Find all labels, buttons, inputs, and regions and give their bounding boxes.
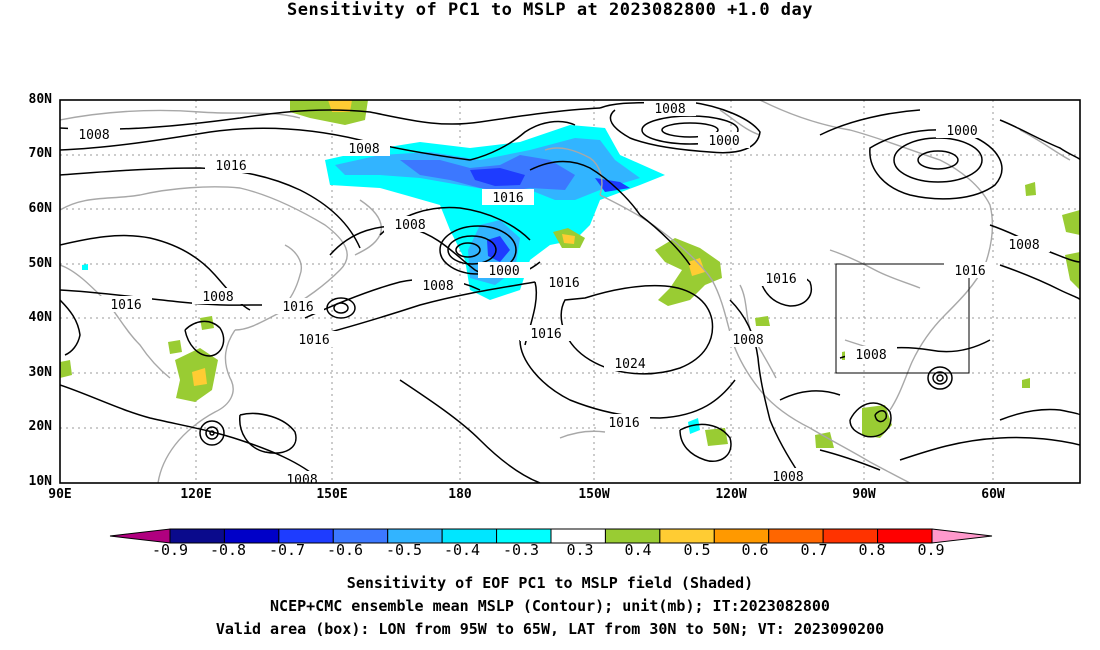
colorbar-label: -0.9 bbox=[151, 541, 189, 559]
contour-label-group: 1008 1008 1016 1000 1000 1016 1008 1000 … bbox=[68, 100, 1050, 488]
colorbar-label: 0.4 bbox=[624, 541, 652, 559]
colorbar-label: -0.3 bbox=[502, 541, 540, 559]
mslp-contours bbox=[60, 101, 1080, 483]
contour-label: 1000 bbox=[488, 264, 519, 279]
lat-label-60n: 60N bbox=[28, 201, 52, 216]
lat-label-50n: 50N bbox=[28, 256, 52, 271]
contour-label: 1016 bbox=[954, 264, 985, 279]
lon-label-90e: 90E bbox=[48, 487, 72, 502]
caption-line-1: Sensitivity of EOF PC1 to MSLP field (Sh… bbox=[346, 574, 754, 592]
contour-label: 1008 bbox=[422, 279, 453, 294]
contour-label: 1016 bbox=[765, 272, 796, 287]
contour-label: 1016 bbox=[608, 416, 639, 431]
contour-label: 1008 bbox=[394, 218, 425, 233]
map-title: Sensitivity of PC1 to MSLP at 2023082800… bbox=[286, 0, 813, 20]
contour-label: 1008 bbox=[654, 102, 685, 117]
lat-label-30n: 30N bbox=[28, 365, 52, 380]
contour-label: 1008 bbox=[1008, 238, 1039, 253]
contour-label: 1016 bbox=[548, 276, 579, 291]
colorbar-label: -0.6 bbox=[326, 541, 364, 559]
contour-label: 1016 bbox=[298, 333, 329, 348]
contour-label: 1016 bbox=[492, 191, 523, 206]
lon-label-120e: 120E bbox=[180, 487, 212, 502]
caption-line-2: NCEP+CMC ensemble mean MSLP (Contour); u… bbox=[270, 597, 830, 615]
colorbar-label: -0.8 bbox=[209, 541, 247, 559]
lat-label-80n: 80N bbox=[28, 92, 52, 107]
contour-label: 1016 bbox=[110, 298, 141, 313]
lon-label-150w: 150W bbox=[578, 487, 610, 502]
lat-label-10n: 10N bbox=[28, 474, 52, 489]
contour-label: 1024 bbox=[614, 357, 645, 372]
lat-label-20n: 20N bbox=[28, 419, 52, 434]
contour-label: 1000 bbox=[708, 134, 739, 149]
contour-label: 1016 bbox=[215, 159, 246, 174]
contour-label: 1000 bbox=[946, 124, 977, 139]
colorbar-label: 0.7 bbox=[800, 541, 828, 559]
contour-label: 1016 bbox=[282, 300, 313, 315]
contour-label: 1008 bbox=[202, 290, 233, 305]
colorbar-label: -0.4 bbox=[443, 541, 481, 559]
contour-label: 1008 bbox=[732, 333, 763, 348]
colorbar-label: 0.5 bbox=[683, 541, 711, 559]
lon-label-90w: 90W bbox=[852, 487, 876, 502]
colorbar-label: -0.5 bbox=[385, 541, 423, 559]
colorbar-label: 0.8 bbox=[858, 541, 886, 559]
colorbar-label: 0.6 bbox=[741, 541, 769, 559]
colorbar-label: -0.7 bbox=[268, 541, 306, 559]
contour-label: 1008 bbox=[78, 128, 109, 143]
colorbar-label: 0.3 bbox=[566, 541, 594, 559]
caption-line-3: Valid area (box): LON from 95W to 65W, L… bbox=[215, 620, 885, 638]
negative-sensitivity-shading bbox=[82, 125, 700, 434]
colorbar-label: 0.9 bbox=[917, 541, 945, 559]
lat-label-70n: 70N bbox=[28, 146, 52, 161]
lon-label-60w: 60W bbox=[981, 487, 1005, 502]
map-frame bbox=[59, 99, 1081, 484]
contour-label: 1008 bbox=[348, 142, 379, 157]
contour-label: 1008 bbox=[772, 470, 803, 485]
lon-label-120w: 120W bbox=[715, 487, 747, 502]
lon-label-180: 180 bbox=[448, 487, 472, 502]
valid-area-box bbox=[835, 263, 970, 374]
lon-label-150e: 150E bbox=[316, 487, 348, 502]
colorbar-right-arrow bbox=[931, 528, 993, 544]
lat-label-40n: 40N bbox=[28, 310, 52, 325]
positive-sensitivity-shading bbox=[60, 100, 1080, 448]
contour-label: 1008 bbox=[855, 348, 886, 363]
contour-label: 1016 bbox=[530, 327, 561, 342]
contour-label: 1008 bbox=[286, 473, 317, 488]
